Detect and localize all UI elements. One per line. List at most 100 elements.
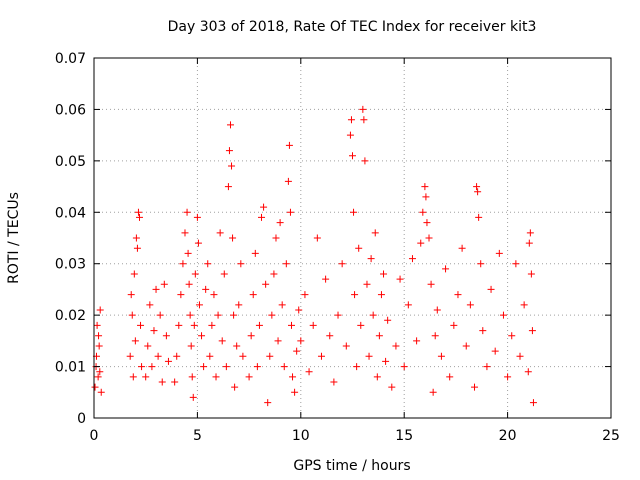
data-point (134, 208, 142, 216)
data-point (454, 291, 462, 299)
data-point (466, 301, 474, 309)
data-point (450, 321, 458, 329)
data-point (375, 332, 383, 340)
data-point (144, 342, 152, 350)
data-point (175, 321, 183, 329)
data-point (317, 352, 325, 360)
data-point (353, 363, 361, 371)
data-point (202, 285, 210, 293)
data-point (226, 121, 234, 129)
data-point (369, 311, 377, 319)
data-point (350, 208, 358, 216)
data-point (297, 337, 305, 345)
data-point (479, 327, 487, 335)
data-point (471, 383, 479, 391)
data-point (142, 373, 150, 381)
data-point (287, 321, 295, 329)
data-point (186, 311, 194, 319)
y-tick-label: 0.07 (55, 51, 86, 67)
data-point (487, 285, 495, 293)
data-point (200, 363, 208, 371)
data-point (187, 342, 195, 350)
data-point (346, 131, 354, 139)
data-point (233, 342, 241, 350)
data-point (137, 321, 145, 329)
data-point (360, 116, 368, 124)
data-point (247, 332, 255, 340)
data-point (260, 203, 268, 211)
data-point (528, 327, 536, 335)
x-tick-label: 0 (90, 428, 99, 444)
data-point (222, 363, 230, 371)
data-point (282, 260, 290, 268)
data-point (421, 183, 429, 191)
data-point (527, 270, 535, 278)
chart-title: Day 303 of 2018, Rate Of TEC Index for r… (168, 19, 537, 35)
data-point (365, 352, 373, 360)
axis-ticks: 0 5 10 15 20 25 0 0.01 0.02 0.03 0.04 0.05 0.06 0.07 (55, 51, 620, 444)
data-point (384, 316, 392, 324)
data-point (446, 373, 454, 381)
x-tick-label: 5 (193, 428, 202, 444)
data-point (529, 399, 537, 407)
data-point (525, 239, 533, 247)
data-point (162, 332, 170, 340)
data-point (286, 208, 294, 216)
data-point (204, 260, 212, 268)
data-point (422, 193, 430, 201)
data-point (526, 229, 534, 237)
data-point (266, 352, 274, 360)
data-point (138, 363, 146, 371)
data-point (135, 213, 143, 221)
data-point (326, 332, 334, 340)
data-point (499, 311, 507, 319)
data-point (195, 301, 203, 309)
data-point (437, 352, 445, 360)
x-axis-label: GPS time / hours (293, 458, 410, 474)
data-point (94, 373, 102, 381)
data-point (419, 208, 427, 216)
data-point (208, 321, 216, 329)
data-point (462, 342, 470, 350)
data-point (191, 270, 199, 278)
data-point (363, 280, 371, 288)
data-point (183, 208, 191, 216)
data-point (171, 378, 179, 386)
data-point (179, 260, 187, 268)
data-point (516, 352, 524, 360)
data-point (423, 219, 431, 227)
data-point (508, 332, 516, 340)
data-point (491, 347, 499, 355)
data-point (229, 234, 237, 242)
data-point (160, 280, 168, 288)
data-point (231, 383, 239, 391)
data-point (173, 352, 181, 360)
x-tick-label: 25 (602, 428, 620, 444)
data-point (255, 321, 263, 329)
y-tick-label: 0.04 (55, 205, 86, 221)
data-point (264, 399, 272, 407)
data-point (342, 342, 350, 350)
data-point (93, 321, 101, 329)
data-point (190, 321, 198, 329)
data-point (212, 373, 220, 381)
data-point (388, 383, 396, 391)
data-point (220, 270, 228, 278)
data-point (274, 337, 282, 345)
data-point (156, 311, 164, 319)
data-point (230, 311, 238, 319)
y-tick-label: 0.05 (55, 154, 86, 170)
data-point (210, 291, 218, 299)
data-point (442, 265, 450, 273)
data-point (95, 342, 103, 350)
data-point (367, 255, 375, 263)
data-point (253, 363, 261, 371)
data-point (189, 393, 197, 401)
data-point (126, 352, 134, 360)
data-point (474, 188, 482, 196)
data-point (417, 239, 425, 247)
data-point (483, 363, 491, 371)
data-point (146, 301, 154, 309)
data-point (97, 388, 105, 396)
